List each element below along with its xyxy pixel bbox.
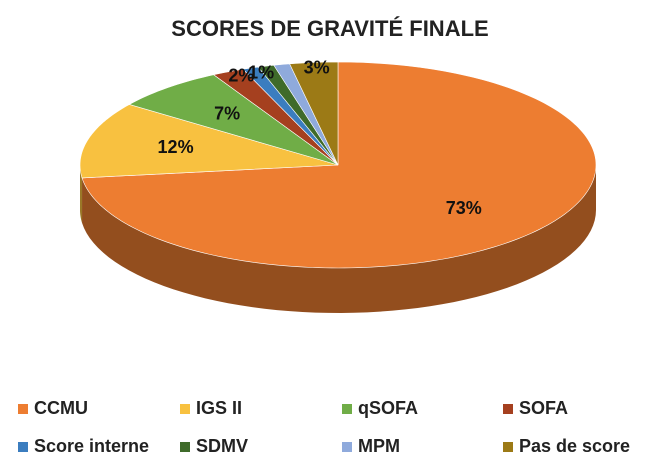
- data-label: 1%: [248, 62, 274, 82]
- legend-label: IGS II: [196, 398, 242, 418]
- legend-swatch: [18, 404, 28, 414]
- chart-title: SCORES DE GRAVITÉ FINALE: [171, 16, 488, 41]
- legend-label: CCMU: [34, 398, 88, 418]
- data-label: 12%: [158, 137, 194, 157]
- legend-swatch: [18, 442, 28, 452]
- data-label: 73%: [446, 198, 482, 218]
- slice-side: [82, 165, 596, 313]
- pie-slice: [81, 61, 597, 269]
- legend-label: Score interne: [34, 436, 149, 456]
- legend-label: SOFA: [519, 398, 568, 418]
- legend-label: MPM: [358, 436, 400, 456]
- legend-label: qSOFA: [358, 398, 418, 418]
- data-label: 2%: [228, 66, 254, 86]
- legend-swatch: [180, 442, 190, 452]
- slice-side: [80, 165, 83, 223]
- legend-label: SDMV: [196, 436, 248, 456]
- legend-swatch: [503, 404, 513, 414]
- legend-swatch: [503, 442, 513, 452]
- legend-swatch: [180, 404, 190, 414]
- pie-slice: [289, 61, 339, 166]
- data-label: 7%: [214, 104, 240, 124]
- legend-swatch: [342, 442, 352, 452]
- pie-slice: [128, 74, 339, 166]
- pie-slice: [79, 104, 339, 179]
- legend-swatch: [342, 404, 352, 414]
- legend-label: Pas de score: [519, 436, 630, 456]
- data-label: 3%: [304, 58, 330, 78]
- pie-slice: [212, 68, 339, 166]
